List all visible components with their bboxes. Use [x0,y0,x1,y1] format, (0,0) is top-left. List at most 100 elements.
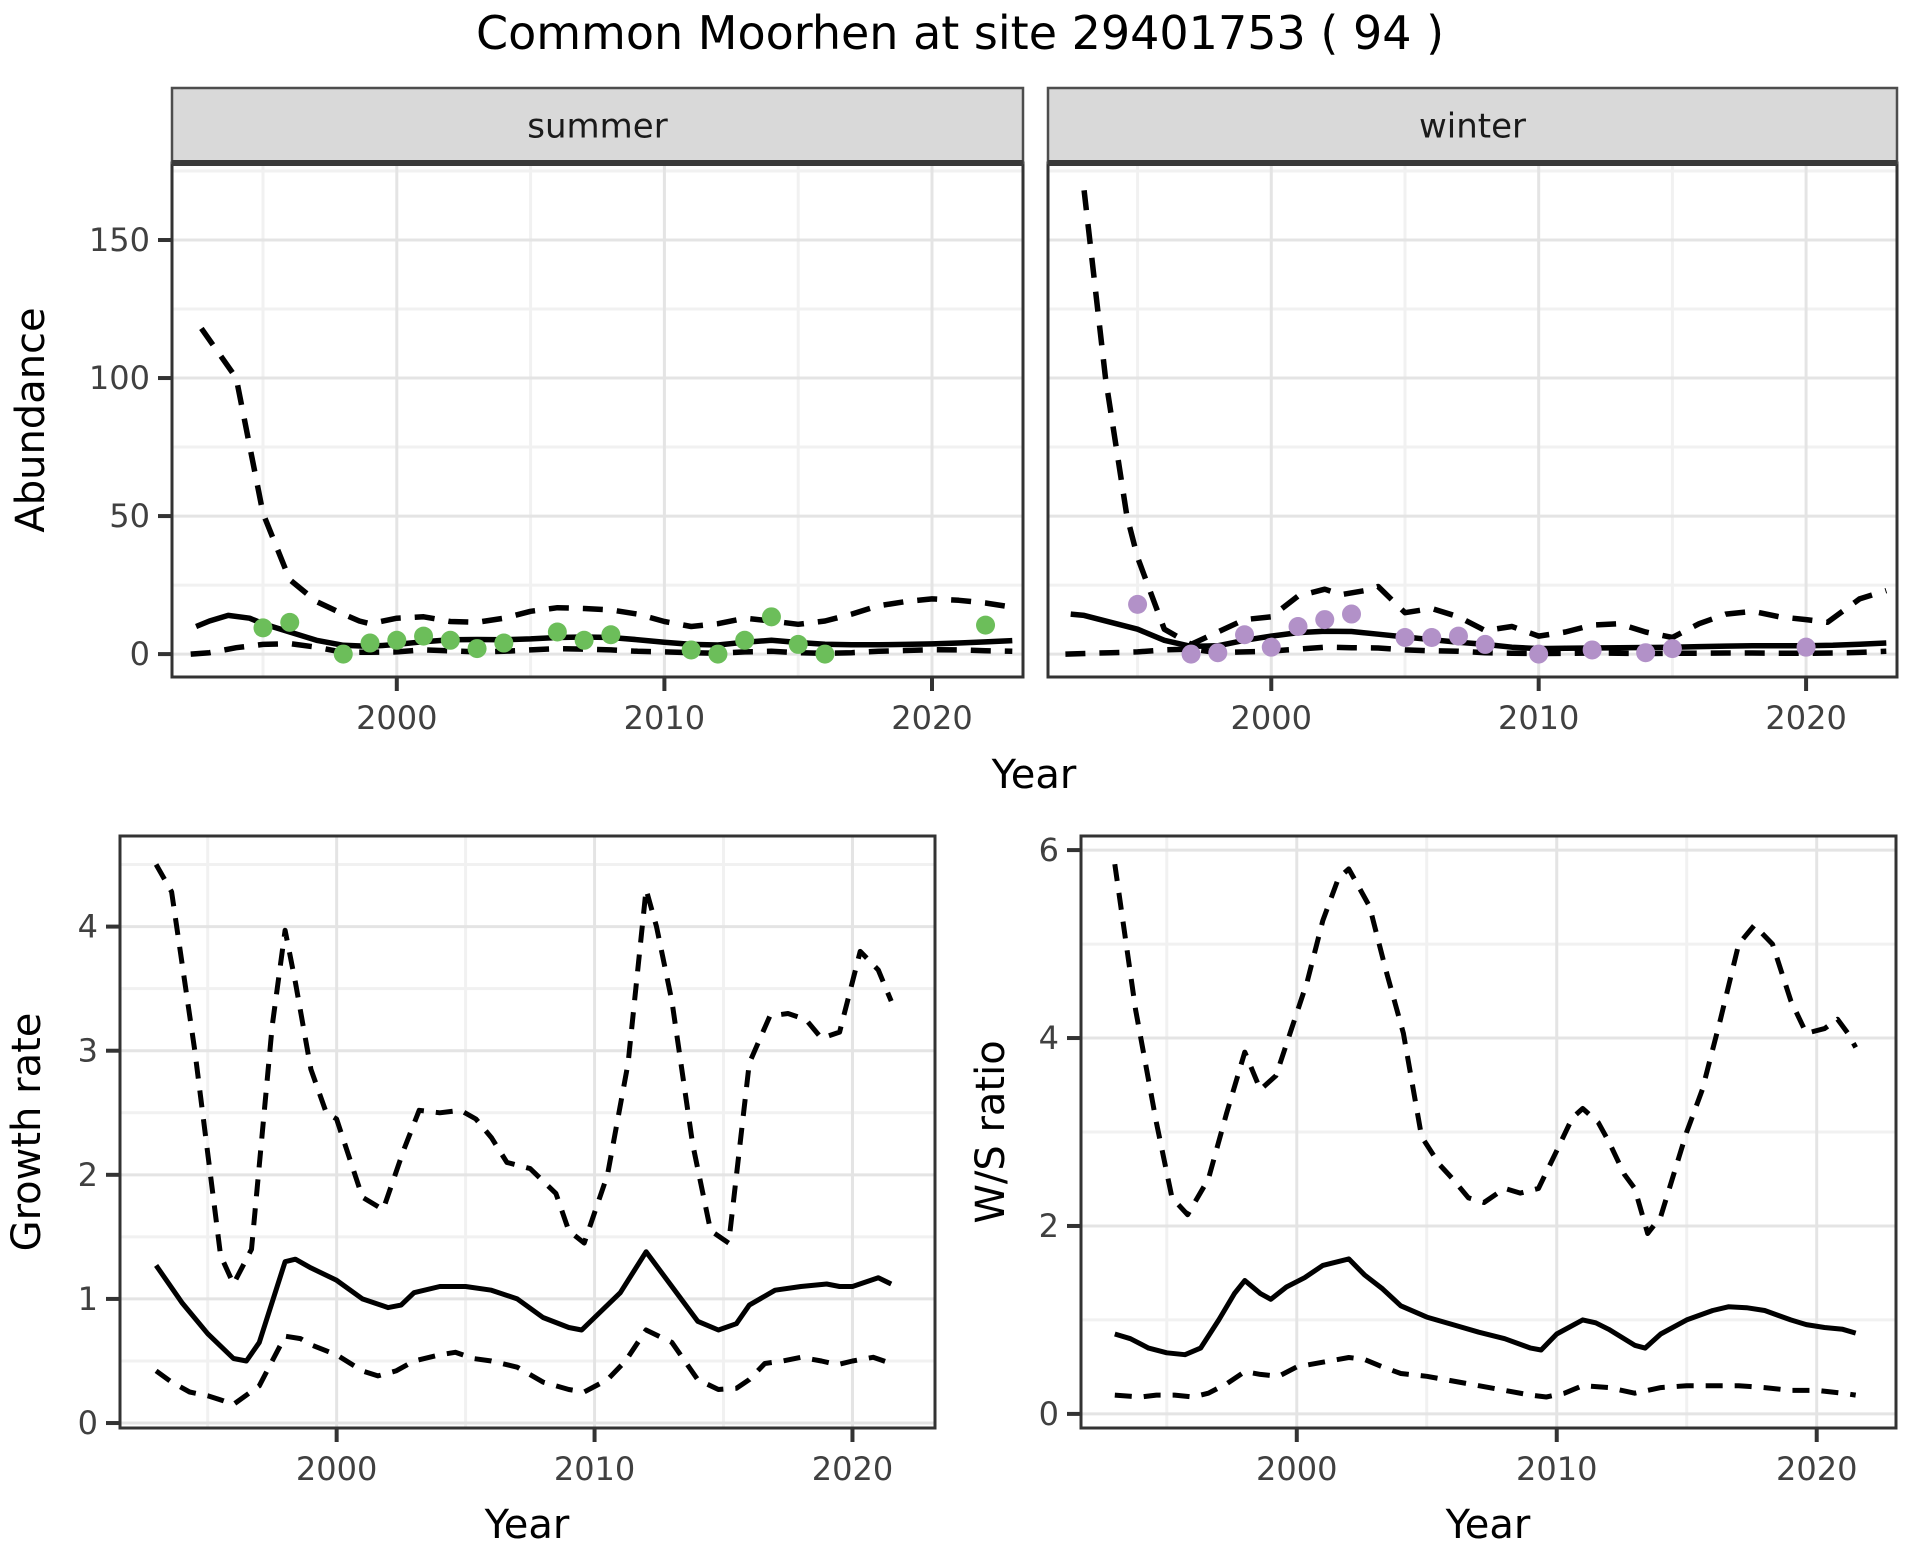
summer-points [253,607,996,664]
y-axis-title-ws-ratio: W/S ratio [968,1040,1014,1223]
x-tick-label: 2010 [1498,699,1579,737]
panel-background [120,836,935,1428]
data-point [1636,643,1656,663]
data-point [440,630,460,650]
data-point [280,612,300,632]
panel-border [1079,834,1898,1430]
data-point [1582,640,1602,660]
panel-background [1048,163,1897,677]
gridlines-minor [120,836,935,1428]
data-point [601,625,621,645]
x-tick-label: 2010 [624,699,705,737]
y-tick-label: 100 [89,359,150,397]
y-tick-label: 0 [78,1404,98,1442]
panel-ws: 2000 2010 2020 0 2 4 6 [1039,831,1898,1488]
x-axis-title-year-growth: Year [484,1502,570,1548]
upper-confidence-line [199,326,1013,630]
data-point [253,618,273,638]
x-tick-label: 2020 [1776,1450,1857,1488]
gridlines-minor [172,163,1023,677]
data-point [547,622,567,642]
y-tick-label: 4 [78,908,98,946]
x-axis-title-year-ws: Year [1445,1502,1531,1548]
x-tick-label: 2020 [812,1450,893,1488]
facet-strip [1046,86,1899,165]
x-tick-label: 2010 [1516,1450,1597,1488]
data-point [1422,628,1442,648]
y-tick-label: 3 [78,1032,98,1070]
gridlines-major [172,163,1023,677]
data-point [494,633,514,653]
data-point [1128,594,1148,614]
data-point [1475,634,1495,654]
y-axis-title-abundance: Abundance [8,307,54,532]
x-tick-label: 2000 [1256,1450,1337,1488]
y-tick-label: 0 [1039,1395,1059,1433]
data-point [1235,625,1255,645]
x-tick-label: 2000 [296,1450,377,1488]
facet-strip-label: summer [527,107,667,147]
data-point [1315,610,1335,630]
x-tick-label: 2010 [554,1450,635,1488]
data-point [574,630,594,650]
y-tick-label: 4 [1039,1019,1059,1057]
data-point [815,644,835,664]
fitted-line [1114,1256,1857,1358]
data-point [1796,637,1816,657]
winter-points [1128,594,1816,664]
upper-confidence-line [1112,863,1858,1236]
chart-title: Common Moorhen at site 29401753 ( 94 ) [475,6,1445,60]
data-point [360,633,380,653]
data-point [333,644,353,664]
lower-confidence-line [1114,1355,1857,1400]
data-point [467,639,487,659]
y-axis-title-growth-rate: Growth rate [4,1013,50,1252]
y-tick-label: 50 [109,497,150,535]
data-point [414,626,434,646]
data-point [761,607,781,627]
gridlines-major [120,836,935,1428]
panel-background [172,163,1023,677]
data-point [681,640,701,660]
panel-border [118,834,937,1430]
y-tick-label: 2 [1039,1207,1059,1245]
data-point [735,630,755,650]
data-point [387,630,407,650]
data-point [1288,616,1308,636]
panel-winter: winter 2000 2010 2020 [1046,86,1899,737]
panel-growth: 2000 2010 2020 0 1 2 3 4 [78,834,937,1488]
y-tick-label: 0 [130,635,150,673]
facet-strip-label: winter [1419,107,1526,147]
data-point [788,634,808,654]
data-point [976,615,996,635]
data-point [1181,644,1201,664]
data-point [1529,644,1549,664]
data-point [1342,604,1362,624]
y-tick-label: 1 [78,1280,98,1318]
y-tick-label: 6 [1039,831,1059,869]
data-point [1261,637,1281,657]
x-tick-label: 2020 [891,699,972,737]
data-point [708,644,728,664]
panel-summer: summer 2000 2010 2020 0 50 100 150 [89,86,1025,737]
y-tick-label: 2 [78,1156,98,1194]
data-point [1448,626,1468,646]
lower-confidence-line [190,640,1013,657]
facet-strip [170,86,1025,165]
x-tick-label: 2000 [356,699,437,737]
x-tick-label: 2020 [1765,699,1846,737]
y-tick-label: 150 [89,221,150,259]
data-point [1662,639,1682,659]
x-tick-label: 2000 [1231,699,1312,737]
lower-confidence-line [154,1327,893,1407]
data-point [1208,643,1228,663]
fitted-line [154,1249,893,1364]
gridlines-major [1081,836,1896,1428]
data-point [1395,628,1415,648]
gridlines-minor [1048,163,1897,677]
x-axis-title-year-top: Year [991,752,1077,798]
upper-confidence-line [1081,189,1888,648]
